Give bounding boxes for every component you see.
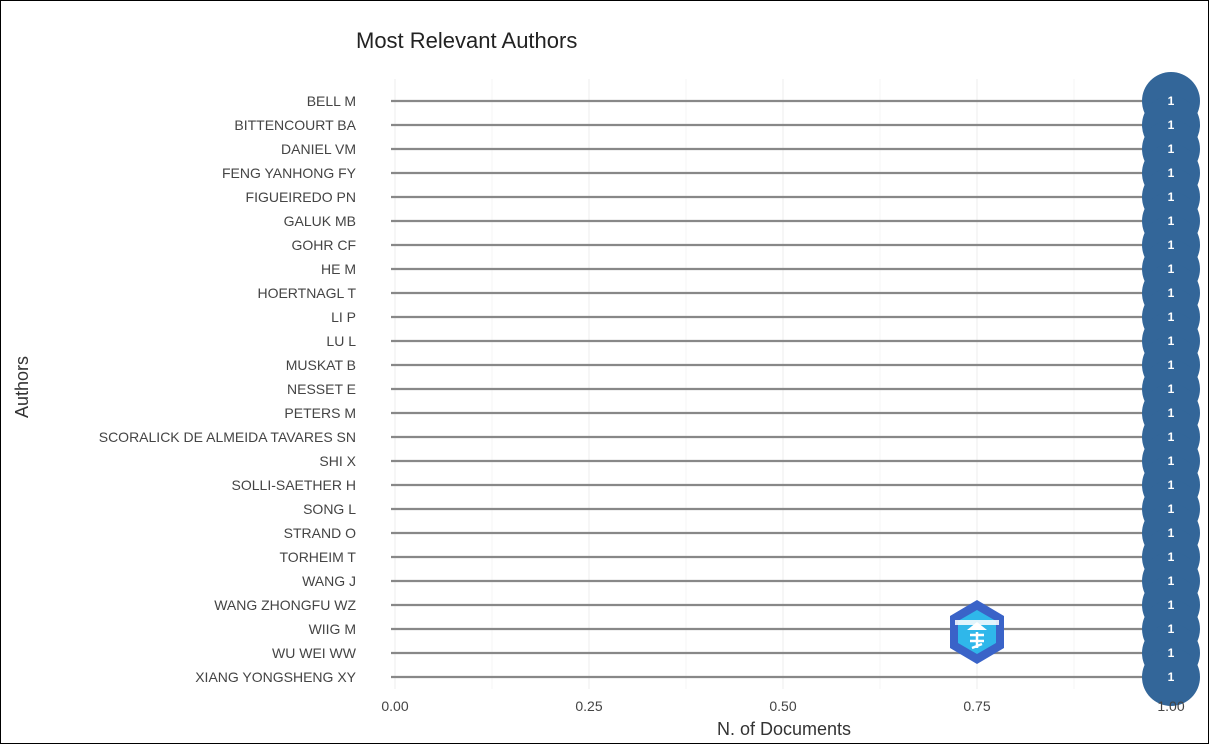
author-label: HOERTNAGL T (257, 285, 356, 301)
y-axis-title: Authors (12, 356, 32, 418)
x-axis-title: N. of Documents (717, 719, 851, 739)
x-tick-label: 0.25 (575, 698, 602, 714)
value-label: 1 (1168, 286, 1175, 300)
author-label: SCORALICK DE ALMEIDA TAVARES SN (99, 429, 356, 445)
data-point-marker (1142, 648, 1200, 706)
author-label: WU WEI WW (272, 645, 357, 661)
bibliometrix-logo (950, 600, 1004, 664)
value-label: 1 (1168, 526, 1175, 540)
value-label: 1 (1168, 334, 1175, 348)
value-label: 1 (1168, 454, 1175, 468)
author-label: FENG YANHONG FY (222, 165, 357, 181)
value-label: 1 (1168, 118, 1175, 132)
value-label: 1 (1168, 310, 1175, 324)
author-label: DANIEL VM (281, 141, 356, 157)
author-label: GALUK MB (284, 213, 356, 229)
value-label: 1 (1168, 214, 1175, 228)
author-label: FIGUEIREDO PN (246, 189, 356, 205)
author-label: SOLLI-SAETHER H (232, 477, 356, 493)
grid (394, 79, 1172, 689)
value-label: 1 (1168, 550, 1175, 564)
stems (391, 99, 1171, 679)
author-label: BELL M (307, 93, 356, 109)
author-label: BITTENCOURT BA (234, 117, 356, 133)
author-label: STRAND O (284, 525, 356, 541)
x-tick-label: 1.00 (1157, 698, 1184, 714)
author-label: PETERS M (284, 405, 356, 421)
author-label: LU L (326, 333, 356, 349)
value-label: 1 (1168, 574, 1175, 588)
value-label: 1 (1168, 238, 1175, 252)
author-label: GOHR CF (291, 237, 356, 253)
y-axis-labels: BELL M BITTENCOURT BA DANIEL VM FENG YANHON… (99, 93, 357, 685)
value-label: 1 (1168, 598, 1175, 612)
value-label: 1 (1168, 142, 1175, 156)
author-label: LI P (331, 309, 356, 325)
value-label: 1 (1168, 670, 1175, 684)
author-label: WANG ZHONGFU WZ (214, 597, 356, 613)
author-label: NESSET E (287, 381, 356, 397)
x-tick-label: 0.00 (381, 698, 408, 714)
value-label: 1 (1168, 478, 1175, 492)
author-label: HE M (321, 261, 356, 277)
author-label: WANG J (302, 573, 356, 589)
value-label: 1 (1168, 166, 1175, 180)
author-label: SONG L (303, 501, 356, 517)
author-label: WIIG M (309, 621, 356, 637)
x-tick-label: 0.50 (769, 698, 796, 714)
value-label: 1 (1168, 382, 1175, 396)
value-label: 1 (1168, 646, 1175, 660)
markers: 1 1 1 1 1 1 1 1 1 1 1 1 1 1 1 1 1 1 1 1 1 1 1 1 1 (1142, 72, 1200, 706)
value-label: 1 (1168, 430, 1175, 444)
value-label: 1 (1168, 406, 1175, 420)
author-label: SHI X (319, 453, 356, 469)
value-label: 1 (1168, 94, 1175, 108)
author-label: MUSKAT B (286, 357, 356, 373)
value-label: 1 (1168, 502, 1175, 516)
value-label: 1 (1168, 358, 1175, 372)
author-label: TORHEIM T (280, 549, 357, 565)
chart-title: Most Relevant Authors (356, 28, 577, 53)
author-label: XIANG YONGSHENG XY (195, 669, 356, 685)
value-label: 1 (1168, 190, 1175, 204)
x-axis-ticks: 0.00 0.25 0.50 0.75 1.00 (381, 698, 1184, 714)
x-tick-label: 0.75 (963, 698, 990, 714)
value-label: 1 (1168, 262, 1175, 276)
value-label: 1 (1168, 622, 1175, 636)
